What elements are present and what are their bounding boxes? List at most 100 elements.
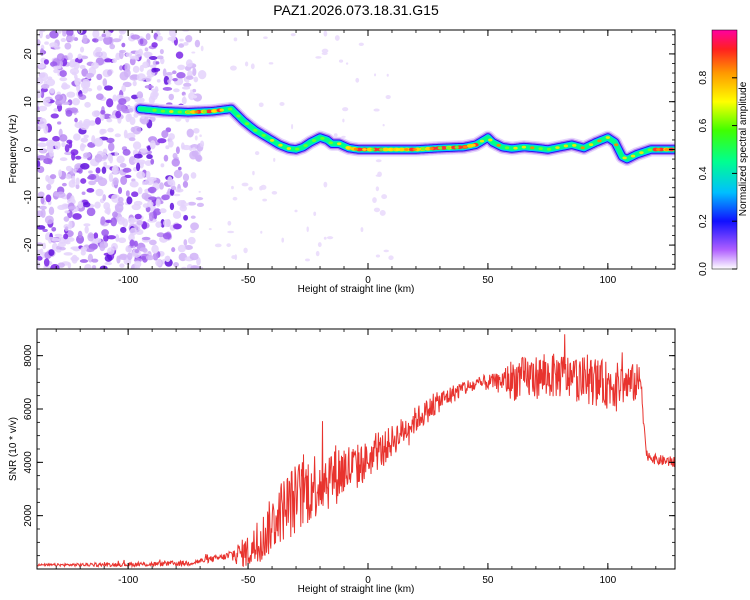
noise-region: [37, 30, 394, 269]
noise-blob: [64, 144, 70, 153]
noise-blob: [88, 180, 96, 186]
noise-blob: [194, 135, 198, 141]
noise-blob: [49, 87, 55, 94]
noise-blob: [178, 43, 185, 48]
y-tick-label: 4000: [23, 451, 34, 474]
noise-blob: [126, 196, 133, 205]
noise-blob: [91, 265, 97, 269]
noise-blob: [73, 37, 79, 42]
noise-blob: [168, 30, 177, 38]
noise-blob: [82, 34, 88, 44]
noise-blob: [167, 176, 173, 186]
noise-blob: [151, 244, 159, 254]
ridge-spot: [219, 108, 224, 112]
spectrogram-y-ticks: -20 -10 0 10 20: [23, 34, 675, 265]
noise-blob: [67, 262, 72, 269]
noise-blob: [37, 142, 47, 148]
noise-blob: [243, 247, 248, 254]
noise-blob: [45, 236, 55, 241]
noise-blob: [49, 61, 58, 68]
x-tick-label: 100: [599, 275, 616, 286]
chart-title: PAZ1.2026.073.18.31.G15: [273, 2, 439, 18]
noise-blob: [183, 214, 189, 221]
noise-blob: [177, 244, 186, 253]
noise-blob: [101, 33, 107, 38]
noise-blob: [43, 158, 53, 165]
ridge-spot: [395, 148, 401, 151]
noise-blob: [106, 137, 115, 144]
noise-blob: [323, 30, 328, 37]
ridge-spot: [530, 146, 535, 150]
noise-blob: [60, 37, 67, 43]
noise-blob: [145, 255, 154, 261]
ridge-spot: [605, 136, 611, 139]
x-tick-label: -100: [118, 275, 138, 286]
noise-blob: [342, 118, 345, 123]
noise-blob: [157, 138, 167, 144]
noise-blob: [323, 236, 327, 240]
noise-blob: [254, 151, 260, 156]
noise-blob: [171, 158, 180, 167]
noise-blob: [182, 180, 189, 188]
noise-blob: [156, 55, 164, 60]
colorbar-label: Normalized spectral amplitude: [738, 81, 749, 216]
noise-blob: [65, 241, 71, 245]
noise-blob: [142, 203, 150, 208]
noise-blob: [118, 237, 127, 244]
ridge-spot: [152, 108, 157, 112]
noise-blob: [80, 144, 87, 148]
noise-blob: [80, 137, 89, 143]
noise-blob: [136, 91, 144, 99]
noise-blob: [190, 222, 199, 231]
x-tick-label: 0: [365, 575, 371, 586]
noise-blob: [57, 204, 66, 211]
ridge-spot: [177, 110, 182, 114]
noise-blob: [59, 134, 68, 142]
x-tick-label: 100: [599, 575, 616, 586]
noise-blob: [149, 212, 154, 222]
noise-blob: [170, 186, 177, 191]
noise-blob: [372, 197, 377, 204]
noise-blob: [53, 68, 60, 74]
noise-blob: [193, 127, 200, 134]
noise-blob: [44, 41, 49, 45]
noise-blob: [104, 261, 113, 266]
noise-blob: [50, 264, 60, 269]
ridge-spot: [513, 146, 518, 150]
noise-blob: [189, 229, 196, 234]
noise-blob: [45, 78, 56, 87]
snr-y-label: SNR (10 * v/v): [8, 417, 19, 481]
noise-blob: [118, 186, 123, 195]
noise-blob: [81, 191, 86, 196]
ridge-spot: [244, 122, 250, 126]
noise-blob: [95, 167, 101, 174]
ridge-spot: [656, 148, 661, 151]
noise-blob: [194, 39, 201, 48]
noise-blob: [50, 113, 59, 119]
noise-blob: [39, 30, 43, 39]
noise-blob: [130, 126, 136, 133]
noise-blob: [129, 116, 136, 126]
ridge-spot: [479, 139, 485, 143]
noise-blob: [80, 162, 90, 170]
noise-blob: [64, 226, 69, 232]
noise-blob: [132, 141, 142, 150]
noise-blob: [248, 186, 253, 191]
noise-blob: [48, 249, 55, 257]
noise-blob: [73, 133, 81, 141]
noise-blob: [88, 170, 93, 174]
noise-blob: [137, 187, 143, 195]
ridge-spot: [630, 154, 636, 158]
noise-blob: [148, 55, 158, 61]
ridge-spot: [236, 114, 241, 118]
noise-blob: [165, 71, 173, 76]
ridge-spot: [320, 136, 325, 140]
noise-blob: [103, 202, 111, 210]
noise-blob: [37, 166, 45, 173]
noise-blob: [258, 102, 264, 108]
noise-blob: [125, 190, 130, 197]
noise-blob: [61, 82, 68, 90]
noise-blob: [200, 45, 204, 52]
noise-blob: [119, 263, 125, 268]
noise-blob: [99, 265, 108, 269]
